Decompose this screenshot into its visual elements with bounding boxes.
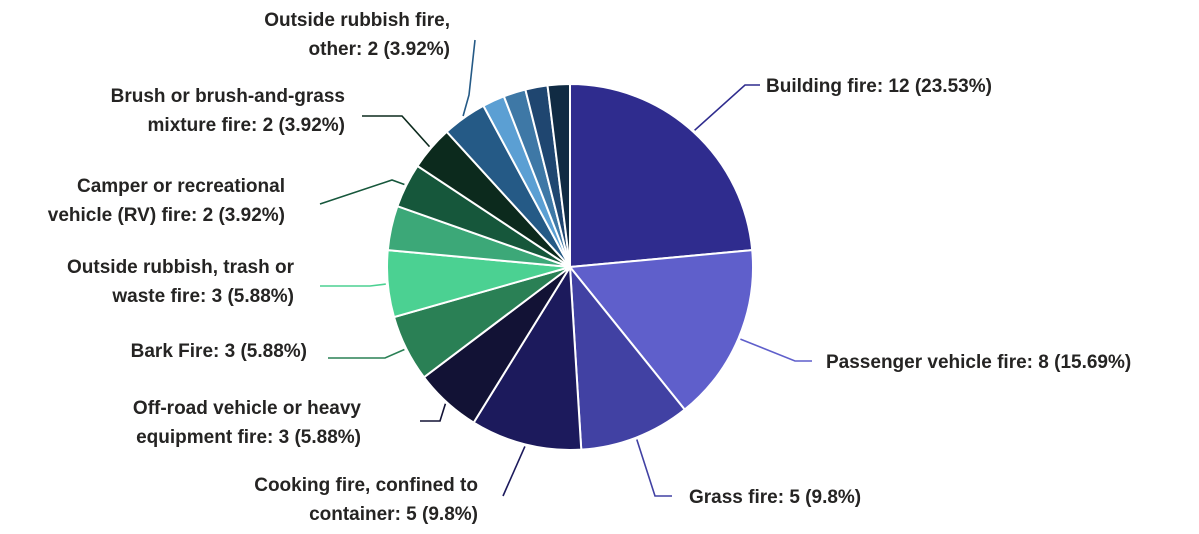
slice-label-line: vehicle (RV) fire: 2 (3.92%) xyxy=(48,205,285,226)
leader-line xyxy=(740,338,812,362)
leader-lines xyxy=(319,39,812,497)
slice-label-line: Building fire: 12 (23.53%) xyxy=(766,76,992,97)
slice-label-line: Outside rubbish fire, xyxy=(264,10,450,31)
slice-labels: Building fire: 12 (23.53%) Passenger vehi… xyxy=(48,10,1131,525)
slice-label-line: Brush or brush-and-grass xyxy=(111,86,345,107)
leader-line xyxy=(328,348,405,359)
slice-label-line: other: 2 (3.92%) xyxy=(309,39,450,60)
pie-slice[interactable] xyxy=(546,82,571,268)
slice-data-label: Grass fire: 5 (9.8%) xyxy=(689,487,861,508)
slice-data-label: Cooking fire, confined to container: 5 (9… xyxy=(254,475,478,525)
slice-label-line: Camper or recreational xyxy=(77,176,285,197)
slice-label-line: Off-road vehicle or heavy xyxy=(133,398,362,419)
slice-data-label: Outside rubbish fire, other: 2 (3.92%) xyxy=(264,10,450,60)
pie-slice[interactable] xyxy=(569,82,754,269)
slice-data-label: Passenger vehicle fire: 8 (15.69%) xyxy=(826,352,1131,373)
slice-label-line: Grass fire: 5 (9.8%) xyxy=(689,487,861,508)
slice-label-line: mixture fire: 2 (3.92%) xyxy=(148,115,345,136)
leader-line xyxy=(636,439,672,497)
slice-label-line: Cooking fire, confined to xyxy=(254,475,478,496)
leader-line xyxy=(320,283,386,287)
slice-label-line: Outside rubbish, trash or xyxy=(67,257,295,278)
slice-data-label: Building fire: 12 (23.53%) xyxy=(766,76,992,97)
slice-label-line: Bark Fire: 3 (5.88%) xyxy=(131,341,307,362)
slice-label-line: equipment fire: 3 (5.88%) xyxy=(136,427,361,448)
slice-label-line: waste fire: 3 (5.88%) xyxy=(111,286,294,307)
leader-line xyxy=(319,179,405,205)
leader-line xyxy=(462,39,476,117)
slice-label-line: Passenger vehicle fire: 8 (15.69%) xyxy=(826,352,1131,373)
slice-data-label: Bark Fire: 3 (5.88%) xyxy=(131,341,307,362)
slice-data-label: Brush or brush-and-grass mixture fire: 2 … xyxy=(111,86,345,136)
slice-data-label: Camper or recreational vehicle (RV) fire:… xyxy=(48,176,285,226)
slice-data-label: Outside rubbish, trash or waste fire: 3 (… xyxy=(67,257,295,307)
pie-slices xyxy=(386,82,754,451)
pie-slice[interactable] xyxy=(472,263,583,451)
leader-line xyxy=(694,84,760,131)
pie-slice[interactable] xyxy=(568,263,687,451)
slice-data-label: Off-road vehicle or heavy equipment fire:… xyxy=(133,398,362,448)
slice-label-line: container: 5 (9.8%) xyxy=(309,504,478,525)
leader-line xyxy=(420,403,447,422)
pie-slice[interactable] xyxy=(568,249,754,411)
leader-line xyxy=(502,446,526,497)
leader-line xyxy=(362,115,431,148)
